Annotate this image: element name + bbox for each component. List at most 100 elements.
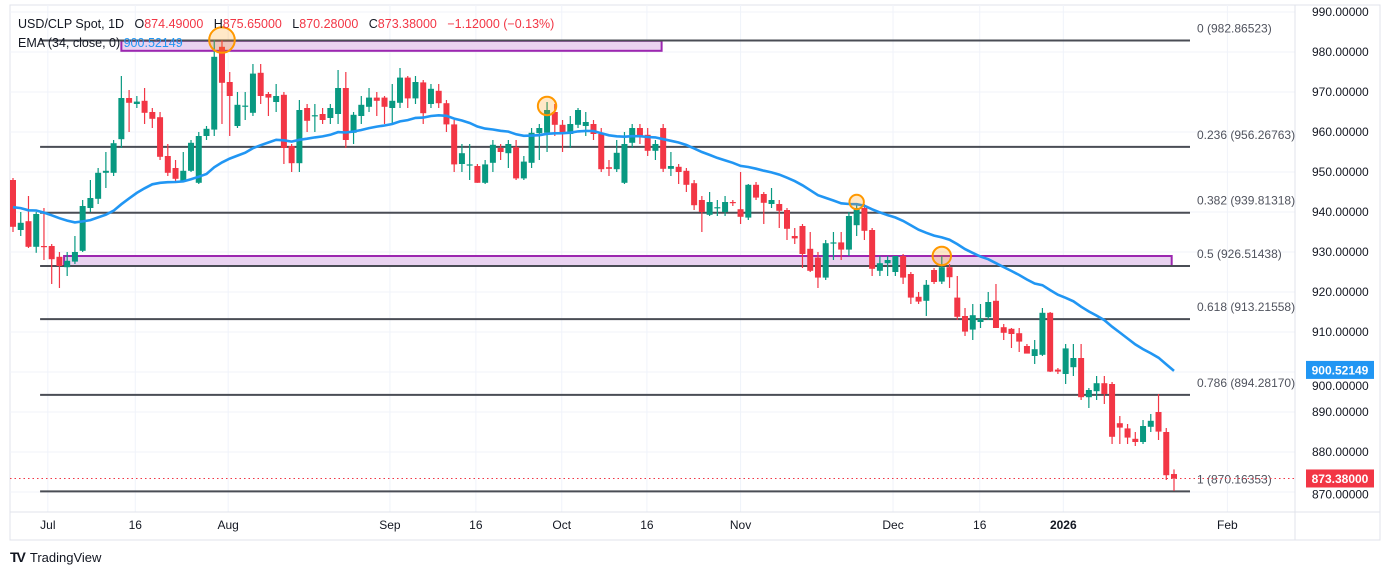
candle-body <box>381 97 388 107</box>
candle <box>389 84 396 124</box>
candle-body <box>1023 346 1030 354</box>
tradingview-logo[interactable]: TV TradingView <box>10 549 101 565</box>
candle <box>126 90 133 132</box>
candle <box>791 228 798 244</box>
candle-body <box>1016 333 1023 342</box>
candle-body <box>784 210 790 229</box>
time-axis-label[interactable]: Oct <box>552 518 571 532</box>
axes[interactable]: 990.00000 980.00000 970.00000 960.00000 950.… <box>10 5 1380 540</box>
price-axis-label[interactable]: 910.00000 <box>1312 325 1369 339</box>
candle-body <box>1147 420 1154 427</box>
candle <box>869 228 876 276</box>
candle-body <box>621 144 628 183</box>
fib-level-label: 0.5 (926.51438) <box>1197 247 1282 261</box>
candle-body <box>590 124 597 134</box>
candle <box>358 96 365 124</box>
brand-label: TradingView <box>29 549 102 565</box>
candle <box>691 180 698 210</box>
price-axis-label[interactable]: 890.00000 <box>1312 405 1369 419</box>
candle-body <box>358 104 365 116</box>
candle-body <box>938 267 945 282</box>
candle <box>652 140 659 160</box>
price-axis-label[interactable]: 930.00000 <box>1312 245 1369 259</box>
candle <box>342 72 349 148</box>
candle-body <box>1031 349 1038 356</box>
candle-body <box>451 124 458 165</box>
candle <box>907 272 914 304</box>
symbol-label[interactable]: USD/CLP Spot, 1D <box>18 17 125 31</box>
candle-body <box>799 226 806 254</box>
candle-body <box>327 108 334 118</box>
candle <box>95 168 102 204</box>
legend-ema-row[interactable]: EMA (34, close, 0) 900.52149 <box>18 36 183 50</box>
highlight-circle <box>536 95 558 117</box>
candle <box>218 40 225 124</box>
candle-body <box>311 115 318 117</box>
candle-body <box>1054 369 1061 372</box>
candle <box>327 104 334 124</box>
candle-body <box>1062 348 1069 374</box>
candle <box>195 132 202 184</box>
support-resistance-zone[interactable] <box>63 255 1173 267</box>
time-axis-label[interactable]: 16 <box>973 518 987 532</box>
price-axis-label[interactable]: 880.00000 <box>1312 445 1369 459</box>
time-axis-label[interactable]: Sep <box>379 518 401 532</box>
candle-body <box>489 144 496 163</box>
price-axis-label[interactable]: 960.00000 <box>1312 125 1369 139</box>
candle <box>505 140 512 168</box>
candle <box>915 292 922 304</box>
candle-body <box>551 112 558 125</box>
candle <box>25 196 32 248</box>
time-axis-label[interactable]: Jul <box>40 518 55 532</box>
candle <box>427 84 434 108</box>
time-axis-label[interactable]: Dec <box>882 518 903 532</box>
price-tag-label: 900.52149 <box>1312 363 1369 377</box>
time-axis-label[interactable]: 16 <box>469 518 483 532</box>
time-axis-label[interactable]: Feb <box>1217 518 1238 532</box>
price-axis-label[interactable]: 970.00000 <box>1312 85 1369 99</box>
price-axis-label[interactable]: 900.00000 <box>1312 379 1369 393</box>
candle <box>1008 328 1015 348</box>
candle-body <box>915 296 922 302</box>
candle-body <box>1047 312 1054 372</box>
support-resistance-zone[interactable] <box>120 39 663 52</box>
candle-body <box>1078 358 1085 398</box>
time-axis-label[interactable]: 16 <box>640 518 654 532</box>
candle <box>1171 469 1177 491</box>
candle-body <box>397 77 403 103</box>
candle <box>1140 420 1147 444</box>
price-axis-label[interactable]: 950.00000 <box>1312 165 1369 179</box>
candle <box>660 124 667 172</box>
candle <box>946 264 953 288</box>
candle-body <box>1140 426 1147 442</box>
price-axis-label[interactable]: 990.00000 <box>1312 5 1369 19</box>
candle <box>799 224 806 268</box>
candle-body <box>807 248 814 271</box>
candle-body <box>420 82 427 114</box>
candle <box>1039 308 1046 356</box>
time-axis-label[interactable]: Nov <box>730 518 751 532</box>
price-axis-label[interactable]: 870.00000 <box>1312 487 1369 501</box>
fibonacci-retracement[interactable]: 0 (982.86523) 0.236 (956.26763) 0.382 (939… <box>40 22 1295 493</box>
candle-body <box>1008 328 1015 334</box>
candle <box>513 140 520 180</box>
candle-body <box>1116 423 1123 428</box>
candle-body <box>17 222 24 230</box>
price-axis-label[interactable]: 920.00000 <box>1312 285 1369 299</box>
candle <box>876 256 883 276</box>
price-axis-label[interactable]: 980.00000 <box>1312 45 1369 59</box>
candle-body <box>714 207 721 209</box>
time-axis-label[interactable]: 16 <box>129 518 143 532</box>
candle <box>311 104 318 132</box>
ema-value: 900.52149 <box>123 36 183 50</box>
candle-body <box>559 124 566 133</box>
candle-body <box>814 257 821 278</box>
candle <box>458 144 465 172</box>
candle-body <box>830 242 837 244</box>
price-axis-label[interactable]: 940.00000 <box>1312 205 1369 219</box>
candle <box>714 200 721 216</box>
time-axis-label[interactable]: Aug <box>217 518 238 532</box>
candle <box>544 102 551 152</box>
time-axis-label[interactable]: 2026 <box>1050 518 1077 532</box>
